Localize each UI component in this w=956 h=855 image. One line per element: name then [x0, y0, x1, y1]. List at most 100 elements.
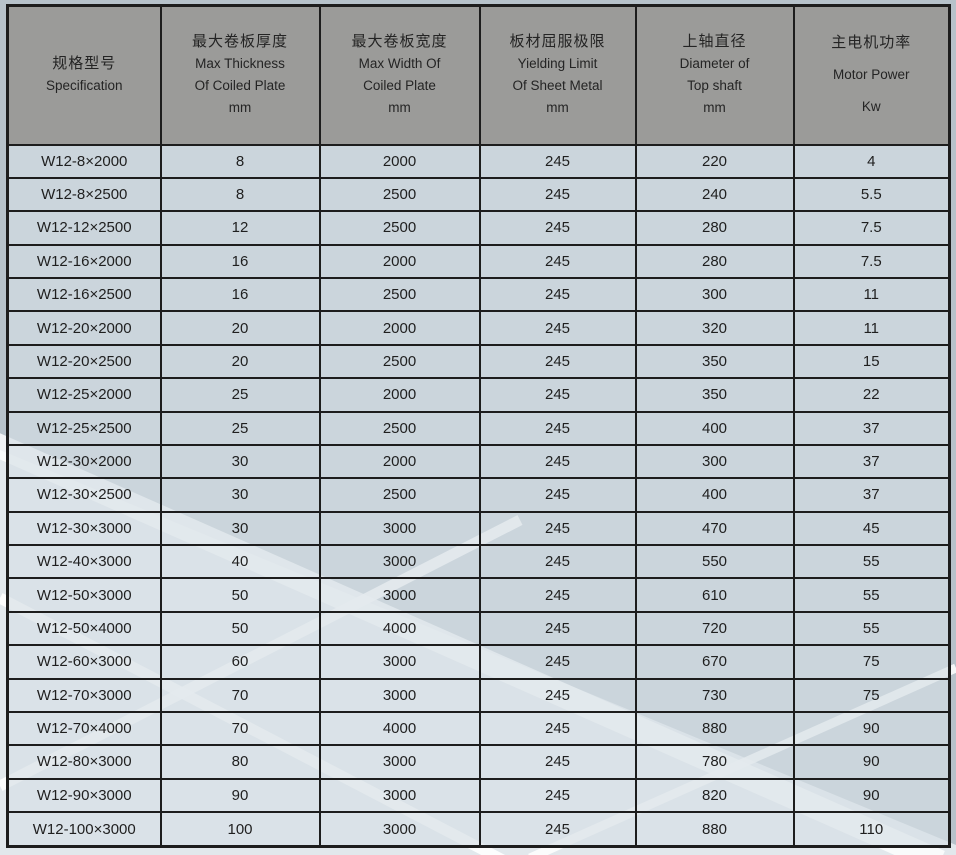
- cell-max-thickness: 30: [159, 477, 321, 513]
- cell-motor-power: 90: [792, 744, 951, 780]
- col-header-zh: 上轴直径: [682, 33, 747, 51]
- cell-spec: W12-16×2500: [6, 276, 162, 313]
- cell-max-thickness: 40: [159, 543, 321, 580]
- cell-motor-power: 4: [792, 143, 951, 179]
- table-row: W12-8×2500 8 2500 245 240 5.5: [6, 176, 951, 213]
- cell-max-width: 2500: [318, 343, 481, 380]
- cell-spec: W12-8×2500: [6, 176, 162, 213]
- cell-motor-power: 75: [792, 677, 951, 713]
- cell-spec: W12-90×3000: [6, 777, 162, 814]
- cell-max-thickness: 50: [159, 610, 321, 647]
- cell-max-width: 3000: [318, 543, 481, 580]
- col-header-en: Top shaft: [687, 78, 742, 94]
- cell-max-width: 3000: [318, 811, 481, 848]
- col-header-en: Max Width Of: [358, 56, 441, 72]
- col-header-unit: Kw: [861, 99, 881, 115]
- cell-yield-limit: 245: [478, 610, 637, 647]
- cell-spec: W12-70×4000: [6, 710, 162, 747]
- cell-max-thickness: 70: [159, 677, 321, 713]
- cell-yield-limit: 245: [478, 477, 637, 513]
- cell-yield-limit: 245: [478, 210, 637, 246]
- cell-max-thickness: 8: [159, 176, 321, 213]
- table-row: W12-30×2500 30 2500 245 400 37: [6, 477, 951, 513]
- col-header-top-shaft-diameter: 上轴直径 Diameter of Top shaft mm: [634, 4, 795, 146]
- cell-yield-limit: 245: [478, 310, 637, 346]
- cell-max-width: 4000: [318, 710, 481, 747]
- table-row: W12-20×2500 20 2500 245 350 15: [6, 343, 951, 380]
- header-row: 规格型号 Specification 最大卷板厚度 Max Thickness …: [6, 4, 951, 146]
- col-header-en: Specification: [45, 78, 123, 94]
- col-header-unit: mm: [228, 100, 252, 116]
- cell-motor-power: 75: [792, 644, 951, 680]
- cell-spec: W12-30×3000: [6, 510, 162, 547]
- cell-top-shaft-diameter: 280: [634, 243, 795, 280]
- cell-motor-power: 45: [792, 510, 951, 547]
- cell-top-shaft-diameter: 300: [634, 443, 795, 480]
- cell-max-width: 2500: [318, 276, 481, 313]
- col-header-en: Yielding Limit: [517, 56, 598, 72]
- cell-max-width: 3000: [318, 510, 481, 547]
- cell-yield-limit: 245: [478, 543, 637, 580]
- cell-spec: W12-20×2500: [6, 343, 162, 380]
- col-header-en: Of Sheet Metal: [512, 78, 603, 94]
- cell-yield-limit: 245: [478, 276, 637, 313]
- cell-motor-power: 55: [792, 543, 951, 580]
- cell-motor-power: 37: [792, 410, 951, 446]
- cell-motor-power: 7.5: [792, 210, 951, 246]
- cell-spec: W12-50×3000: [6, 577, 162, 613]
- col-header-unit: mm: [703, 100, 726, 116]
- cell-spec: W12-70×3000: [6, 677, 162, 713]
- cell-max-thickness: 16: [159, 276, 321, 313]
- col-header-max-width: 最大卷板宽度 Max Width Of Coiled Plate mm: [318, 4, 481, 146]
- cell-max-thickness: 25: [159, 377, 321, 413]
- cell-top-shaft-diameter: 880: [634, 710, 795, 747]
- cell-max-width: 2000: [318, 377, 481, 413]
- cell-max-width: 3000: [318, 744, 481, 780]
- cell-max-width: 2500: [318, 210, 481, 246]
- cell-top-shaft-diameter: 280: [634, 210, 795, 246]
- cell-top-shaft-diameter: 730: [634, 677, 795, 713]
- cell-spec: W12-40×3000: [6, 543, 162, 580]
- cell-yield-limit: 245: [478, 811, 637, 848]
- cell-motor-power: 55: [792, 577, 951, 613]
- cell-motor-power: 37: [792, 443, 951, 480]
- table-row: W12-8×2000 8 2000 245 220 4: [6, 143, 951, 179]
- cell-max-thickness: 16: [159, 243, 321, 280]
- cell-yield-limit: 245: [478, 377, 637, 413]
- cell-spec: W12-80×3000: [6, 744, 162, 780]
- table-row: W12-50×3000 50 3000 245 610 55: [6, 577, 951, 613]
- cell-top-shaft-diameter: 610: [634, 577, 795, 613]
- cell-spec: W12-60×3000: [6, 644, 162, 680]
- col-header-yield-limit: 板材屈服极限 Yielding Limit Of Sheet Metal mm: [478, 4, 637, 146]
- cell-motor-power: 7.5: [792, 243, 951, 280]
- table-row: W12-80×3000 80 3000 245 780 90: [6, 744, 951, 780]
- col-header-max-thickness: 最大卷板厚度 Max Thickness Of Coiled Plate mm: [159, 4, 321, 146]
- cell-motor-power: 22: [792, 377, 951, 413]
- cell-max-width: 2000: [318, 243, 481, 280]
- cell-top-shaft-diameter: 720: [634, 610, 795, 647]
- col-header-zh: 最大卷板宽度: [351, 33, 448, 51]
- cell-spec: W12-30×2000: [6, 443, 162, 480]
- table-row: W12-12×2500 12 2500 245 280 7.5: [6, 210, 951, 246]
- cell-max-thickness: 25: [159, 410, 321, 446]
- cell-top-shaft-diameter: 220: [634, 143, 795, 179]
- col-header-unit: mm: [388, 100, 411, 116]
- col-header-zh: 规格型号: [52, 55, 117, 73]
- table-row: W12-16×2000 16 2000 245 280 7.5: [6, 243, 951, 280]
- cell-yield-limit: 245: [478, 243, 637, 280]
- cell-top-shaft-diameter: 350: [634, 343, 795, 380]
- cell-max-thickness: 20: [159, 343, 321, 380]
- col-header-specification: 规格型号 Specification: [6, 4, 162, 146]
- cell-yield-limit: 245: [478, 343, 637, 380]
- cell-spec: W12-20×2000: [6, 310, 162, 346]
- table-row: W12-60×3000 60 3000 245 670 75: [6, 644, 951, 680]
- cell-top-shaft-diameter: 400: [634, 410, 795, 446]
- cell-yield-limit: 245: [478, 443, 637, 480]
- cell-yield-limit: 245: [478, 677, 637, 713]
- cell-max-thickness: 30: [159, 443, 321, 480]
- table-row: W12-70×3000 70 3000 245 730 75: [6, 677, 951, 713]
- cell-spec: W12-8×2000: [6, 143, 162, 179]
- cell-motor-power: 37: [792, 477, 951, 513]
- col-header-zh: 主电机功率: [831, 34, 912, 52]
- table-header: 规格型号 Specification 最大卷板厚度 Max Thickness …: [6, 4, 951, 146]
